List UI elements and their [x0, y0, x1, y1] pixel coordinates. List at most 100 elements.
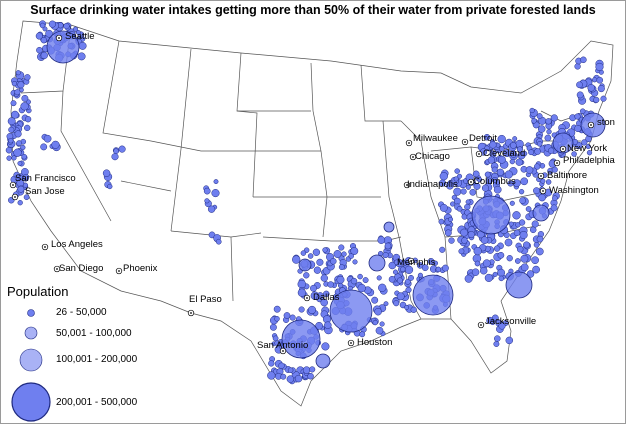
intake-dot [533, 187, 540, 195]
intake-dot [374, 307, 382, 316]
intake-dot [496, 168, 505, 176]
intake-dot [506, 255, 513, 262]
city-label-san-diego: San Diego [59, 263, 103, 274]
intake-dot [22, 182, 29, 188]
state-boundaries [10, 20, 614, 407]
intake-dot [63, 22, 70, 30]
intake-dot [586, 150, 593, 156]
intake-dot [17, 160, 23, 166]
intake-dot [461, 237, 468, 244]
intake-dot [456, 173, 463, 179]
intake-dot [45, 29, 53, 38]
intake-dot [8, 138, 14, 144]
intake-dot [472, 170, 480, 178]
intake-dot [22, 173, 30, 181]
city-marker-center-jacksonville [480, 324, 482, 326]
intake-dot [592, 77, 598, 83]
city-marker-center-san-francisco [12, 184, 14, 186]
legend-title: Population [7, 284, 69, 299]
legend-label-small: 50,001 - 100,000 [56, 328, 132, 339]
intake-dot [320, 298, 328, 307]
intake-dot [585, 143, 591, 150]
intake-dot [514, 258, 521, 264]
intake-dot [302, 366, 311, 374]
intake-dot [280, 373, 287, 380]
intake-dot [439, 172, 448, 181]
intake-dot [581, 139, 588, 146]
intake-dot [307, 372, 314, 380]
city-marker-center-houston [350, 342, 352, 344]
intake-dot [498, 322, 506, 330]
intake-dot [481, 184, 490, 192]
city-marker-center-milwaukee [408, 142, 410, 144]
intake-dot [550, 204, 558, 212]
intake-dot [43, 134, 52, 143]
intake-dot [544, 134, 552, 142]
intake-dot [298, 306, 305, 313]
intake-dot [453, 176, 459, 182]
city-marker-center-san-jose [14, 196, 16, 198]
intake-dot [509, 142, 517, 149]
city-label-los-angeles: Los Angeles [51, 239, 103, 250]
city-marker-center-boston [590, 124, 592, 126]
intake-dot [574, 124, 582, 133]
intake-dot [545, 179, 552, 185]
intake-dot [396, 292, 405, 301]
intake-dot [405, 286, 412, 293]
intake-dot [278, 362, 285, 369]
intake-dot [21, 153, 27, 160]
intake-dot [519, 197, 526, 204]
city-marker-center-indianapolis [406, 184, 408, 186]
intake-dot [7, 117, 16, 126]
intake-dot [476, 176, 483, 183]
intake-dot [294, 374, 303, 383]
intake-dot [493, 341, 500, 347]
city-marker-center-memphis [410, 260, 412, 262]
seattle-large-circle [46, 30, 80, 64]
intake-dot [453, 197, 461, 205]
intake-dot [435, 266, 442, 273]
intake-dot [587, 84, 595, 92]
intake-dot [40, 143, 48, 151]
intake-dot [330, 258, 337, 265]
intake-dot [371, 296, 379, 304]
intake-dot [24, 116, 32, 123]
intake-dot [111, 153, 119, 161]
intake-dot [388, 275, 396, 283]
intake-dot [505, 336, 514, 345]
intake-dot [551, 166, 558, 173]
intake-dot [473, 246, 482, 256]
intake-dot [469, 188, 477, 196]
intake-dot [512, 136, 518, 142]
intake-dot [499, 146, 505, 152]
city-marker-center-san-diego [56, 268, 58, 270]
intake-dot [393, 259, 400, 266]
intake-dot [596, 76, 604, 84]
intake-dot [417, 272, 423, 278]
intake-dot [20, 102, 29, 111]
city-marker-center-dallas [306, 297, 308, 299]
city-labels: Seattle San Francisco San Jose Los Angeles S… [9, 31, 615, 355]
intake-dot [375, 326, 384, 335]
intake-dot [51, 140, 60, 149]
intake-dot [515, 158, 523, 166]
intake-dot [497, 251, 505, 259]
intake-dot [11, 155, 17, 161]
intake-dot [39, 22, 46, 29]
intake-dot [315, 321, 323, 330]
intake-dot [78, 41, 87, 50]
intake-dot [574, 113, 581, 120]
intake-dot [204, 198, 210, 204]
intake-dot [444, 229, 452, 237]
intake-dot [534, 163, 541, 170]
medium-circle-4 [298, 258, 312, 272]
intake-dot [537, 125, 546, 133]
intake-dot [509, 200, 515, 206]
intake-dot [513, 179, 521, 187]
intake-dot [269, 323, 277, 331]
intake-dot [213, 179, 219, 185]
intake-dot [520, 254, 529, 263]
intake-dot [17, 81, 25, 89]
medium-circle-2 [315, 353, 331, 369]
intake-dot [24, 74, 31, 81]
